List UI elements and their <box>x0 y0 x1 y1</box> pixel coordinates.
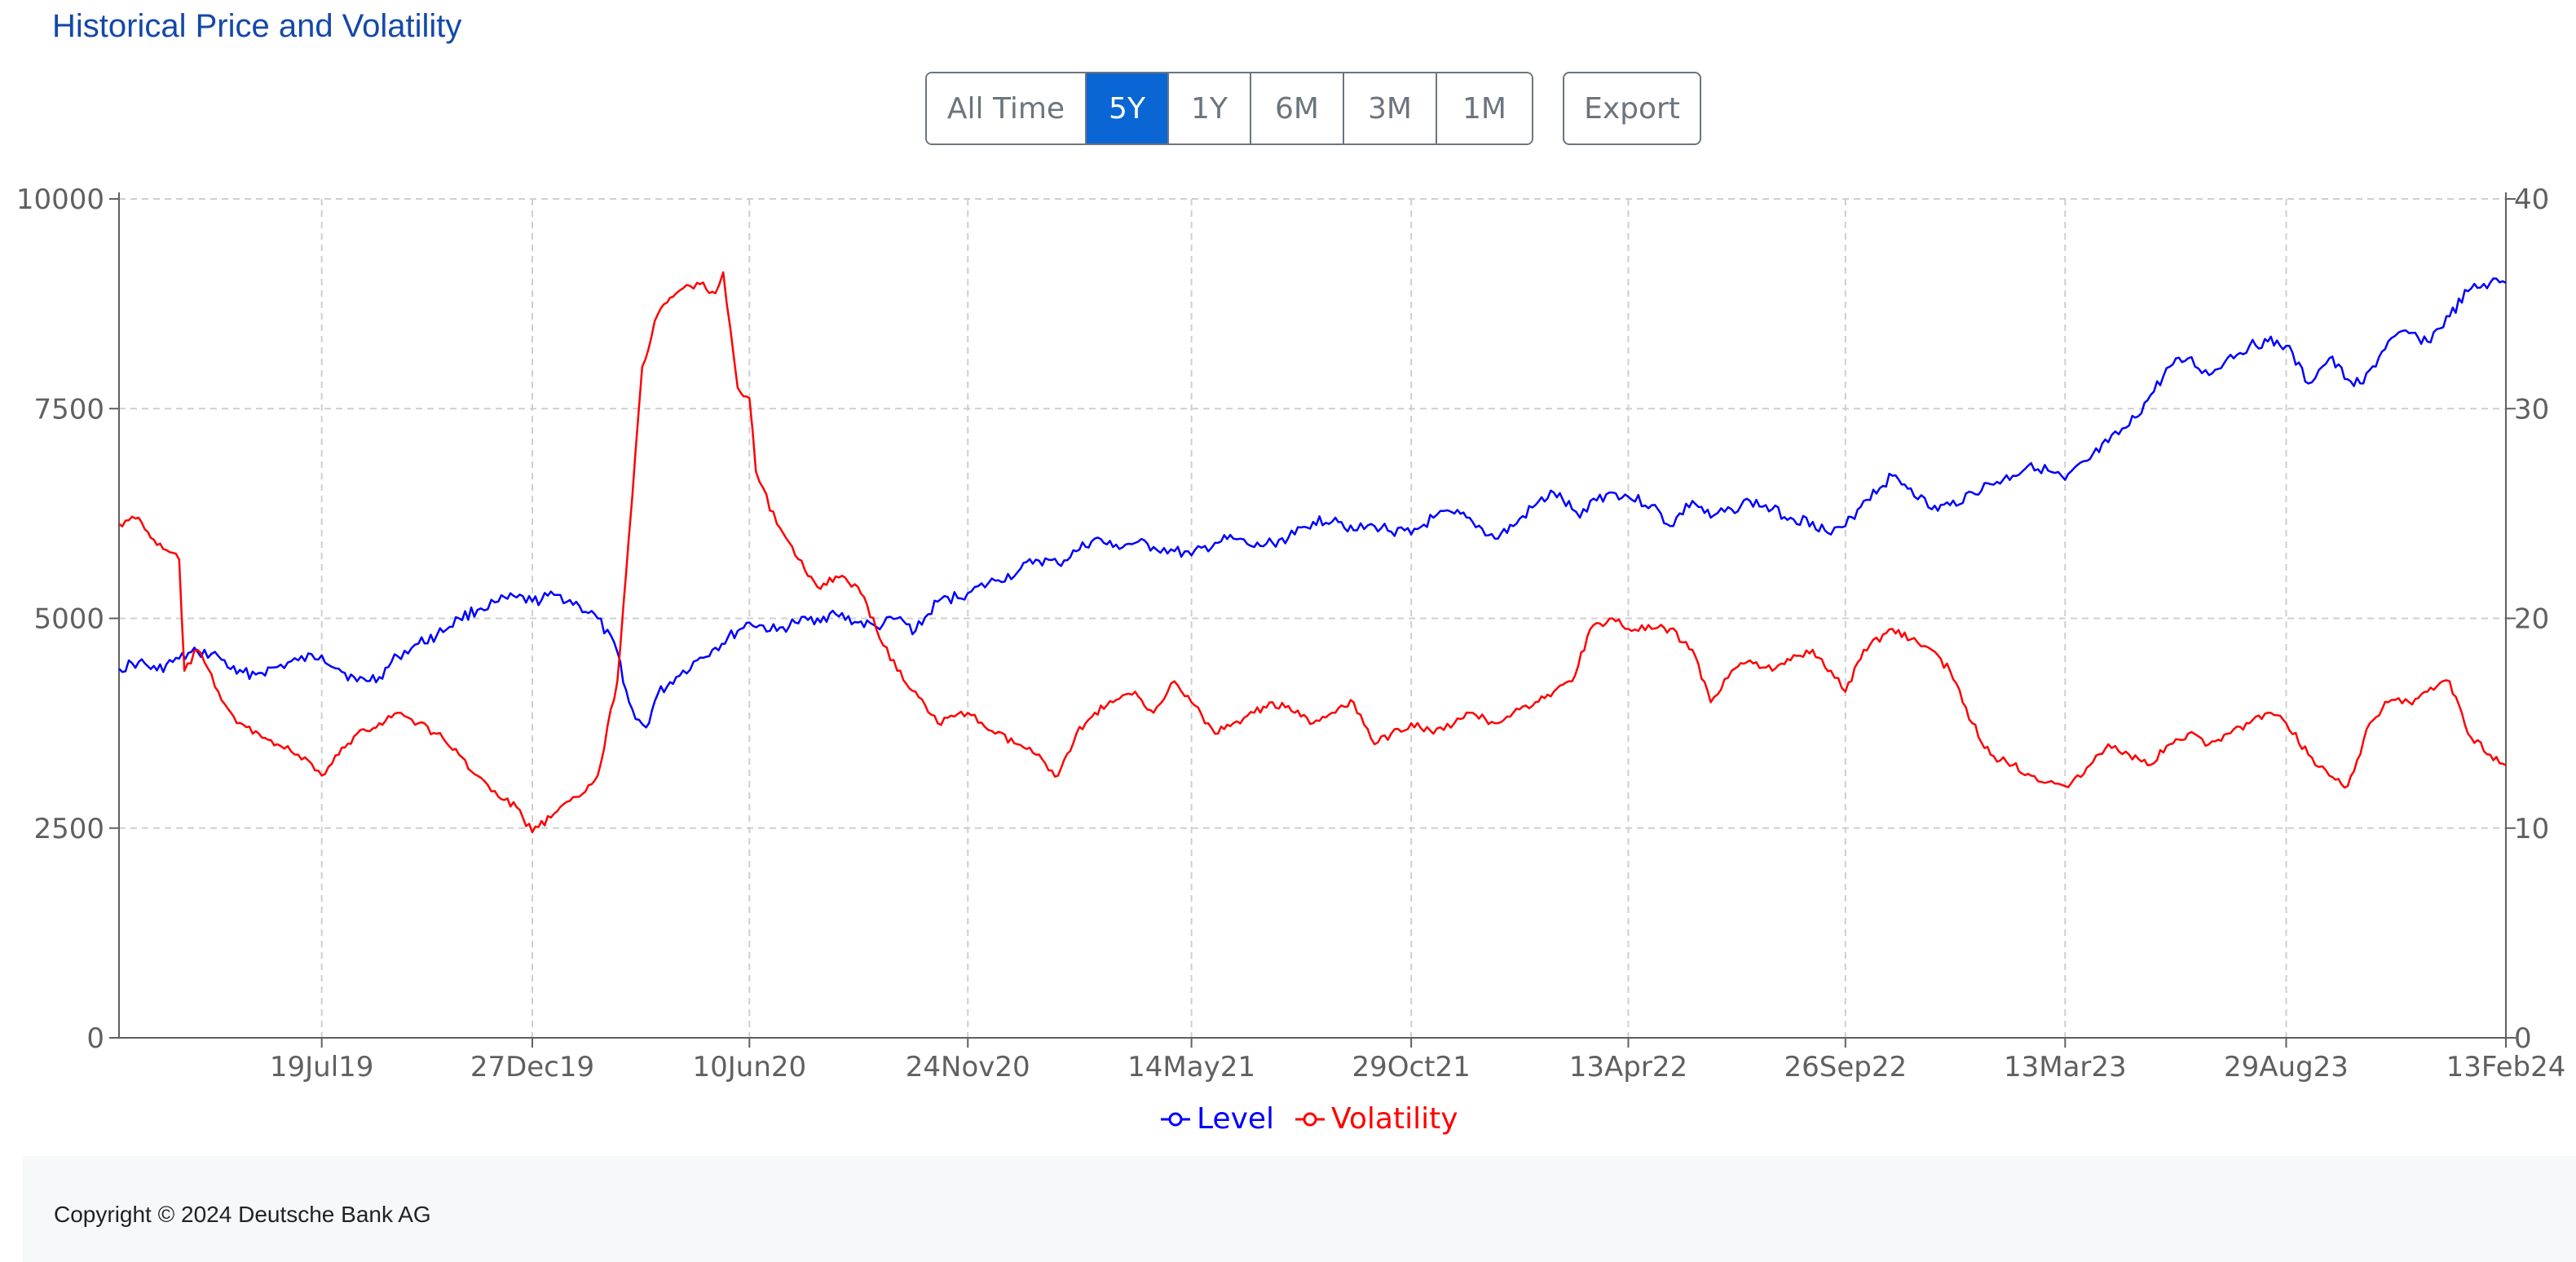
level-legend-marker-icon <box>1161 1112 1190 1126</box>
volatility-legend-marker-icon <box>1295 1112 1325 1126</box>
y-right-tick-label: 0 <box>2514 1022 2532 1055</box>
y-right-tick-label: 40 <box>2514 183 2549 216</box>
level-series-line <box>118 277 2507 729</box>
y-left-tick-label: 10000 <box>16 183 104 216</box>
y-left-tick-label: 2500 <box>33 813 104 845</box>
x-tick-label: 24Nov20 <box>906 1051 1030 1083</box>
legend-item-volatility[interactable]: Volatility <box>1295 1102 1458 1136</box>
range-selector: All Time 5Y 1Y 6M 3M 1M <box>925 72 1533 145</box>
x-tick-label: 27Dec19 <box>470 1051 594 1083</box>
x-tick-label: 10Jun20 <box>692 1051 806 1083</box>
x-tick-label: 29Aug23 <box>2224 1051 2349 1083</box>
range-5y-button[interactable]: 5Y <box>1087 73 1169 143</box>
x-tick-label: 19Jul19 <box>270 1051 374 1083</box>
x-tick-label: 29Oct21 <box>1352 1051 1470 1083</box>
x-tick-label: 13Mar23 <box>2004 1051 2127 1083</box>
y-left-tick-label: 0 <box>86 1022 104 1055</box>
export-button[interactable]: Export <box>1563 72 1701 145</box>
x-tick-label: 14May21 <box>1127 1051 1255 1083</box>
legend-label-level: Level <box>1197 1102 1275 1136</box>
x-tick-label: 13Feb24 <box>2446 1051 2566 1083</box>
range-1y-button[interactable]: 1Y <box>1169 73 1251 143</box>
x-tick-label: 26Sep22 <box>1784 1051 1907 1083</box>
copyright-text: Copyright © 2024 Deutsche Bank AG <box>54 1202 431 1227</box>
range-6m-button[interactable]: 6M <box>1251 73 1344 143</box>
y-left-tick-label: 7500 <box>33 393 104 426</box>
price-volatility-chart: 0 0 2500 10 5000 20 7500 30 10000 40 19Jul19 27Dec1… <box>16 183 2566 1083</box>
y-left-tick-label: 5000 <box>33 603 104 636</box>
chart-legend: Level Volatility <box>1161 1102 1458 1136</box>
y-right-tick-label: 30 <box>2514 393 2549 426</box>
volatility-series-line <box>118 271 2507 834</box>
legend-item-level[interactable]: Level <box>1161 1102 1274 1136</box>
range-1m-button[interactable]: 1M <box>1437 73 1532 143</box>
range-3m-button[interactable]: 3M <box>1344 73 1437 143</box>
footer: Copyright © 2024 Deutsche Bank AG <box>23 1156 2576 1262</box>
y-right-tick-label: 10 <box>2514 813 2549 845</box>
range-all-time-button[interactable]: All Time <box>927 73 1087 143</box>
x-tick-label: 13Apr22 <box>1569 1051 1687 1083</box>
y-right-tick-label: 20 <box>2514 603 2549 636</box>
page-title: Historical Price and Volatility <box>52 8 462 44</box>
legend-label-volatility: Volatility <box>1331 1102 1458 1136</box>
